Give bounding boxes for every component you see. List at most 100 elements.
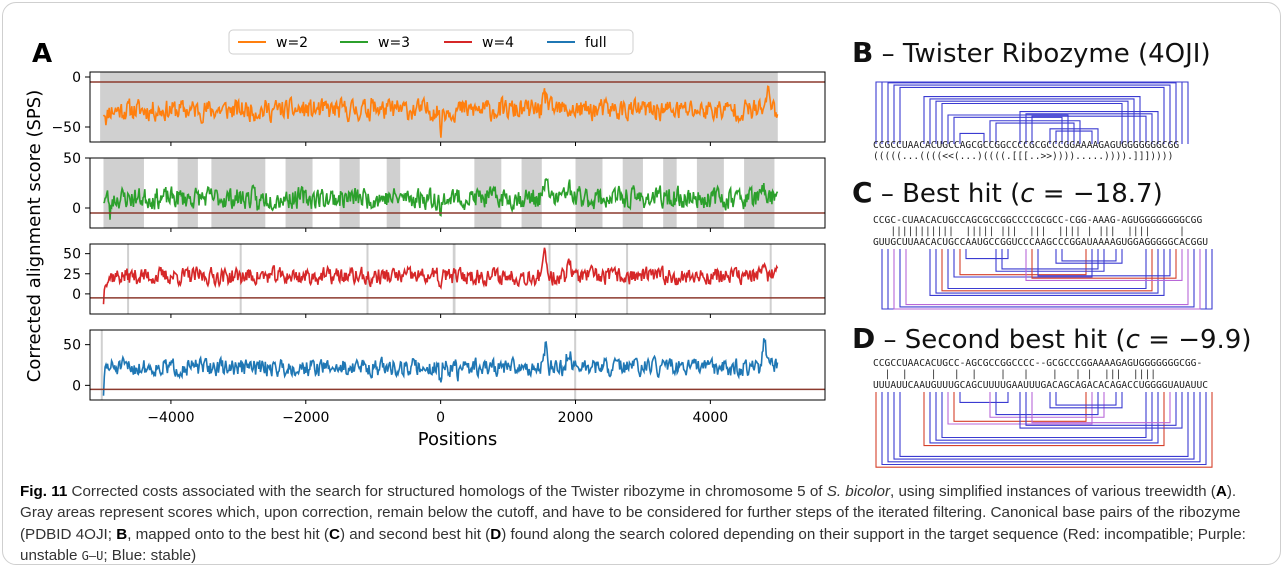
base-pair-arc	[1037, 249, 1171, 277]
base-pair-arc	[989, 120, 1081, 144]
base-pair-arc	[893, 392, 1195, 460]
base-pair-arc	[881, 249, 1213, 310]
base-pair-arc	[1055, 130, 1093, 144]
subplot-frame	[89, 157, 826, 229]
base-pair-arc	[1025, 249, 1183, 281]
base-pair-arc	[935, 100, 1129, 144]
base-pair-arc	[941, 392, 1147, 439]
subplot-frame	[89, 243, 826, 315]
base-pair-arc	[893, 84, 1171, 144]
panel-a-label: A	[32, 39, 52, 69]
y-axis-label: Corrected alignment score (SPS)	[24, 90, 45, 382]
panel-b-sequence: CCGCCUAACACUGCCAGCGCCGGCCCCGCGCCCGGAAAAG…	[873, 140, 1180, 151]
base-pair-arc	[1061, 249, 1117, 262]
base-pair-arc	[1055, 249, 1123, 264]
panel-d-arcs	[875, 392, 1213, 468]
base-pair-arc	[1049, 128, 1099, 144]
subplot-frame	[89, 329, 826, 401]
base-pair-arc	[965, 249, 1009, 260]
panel-b-arcs	[875, 81, 1189, 144]
panel-d-title: D – Second best hit (c = −9.9)	[852, 322, 1252, 355]
base-pair-arc	[923, 96, 1141, 144]
base-pair-arc	[995, 122, 1075, 144]
base-pair-arc	[1031, 115, 1147, 144]
legend-label-w2: w=2	[276, 35, 308, 51]
base-pair-arc	[1025, 113, 1153, 144]
y-tick-label: 50	[63, 151, 81, 167]
series-line-w4	[102, 247, 779, 305]
base-pair-arc	[1025, 392, 1177, 426]
y-tick-label: 0	[72, 287, 81, 303]
series-line-w2	[102, 85, 779, 138]
panel-c-match: ||||||||||| ||||| ||| ||| |||| | ||| |||…	[873, 226, 1197, 237]
panel-d-match: | | | | | | | | | | ||| ||||	[873, 369, 1191, 380]
base-pair-arc	[881, 81, 1183, 144]
panel-b-title: B – Twister Ribozyme (4OJI)	[852, 36, 1211, 69]
base-pair-arc	[935, 249, 1159, 294]
base-pair-arc	[875, 392, 1213, 468]
legend: w=2 w=3 w=4 full	[228, 29, 634, 55]
y-tick-label: 0	[72, 70, 81, 86]
base-pair-arc	[887, 82, 1177, 144]
legend-label-w4: w=4	[482, 35, 514, 51]
x-tick-label: −4000	[147, 410, 194, 426]
y-tick-label: 0	[72, 378, 81, 394]
gray-region	[521, 158, 542, 228]
gray-region	[100, 330, 103, 400]
gray-region	[211, 158, 266, 228]
base-pair-arc	[935, 392, 1153, 441]
subplot-w2: 0 −50	[51, 70, 826, 146]
y-tick-label: 50	[63, 338, 81, 354]
y-tick-label: 25	[63, 267, 81, 283]
base-pair-arc	[1031, 249, 1177, 279]
base-pair-arc	[929, 98, 1135, 144]
y-tick-label: 0	[72, 201, 81, 217]
legend-box	[228, 29, 634, 55]
x-tick-label: 2000	[558, 410, 594, 426]
panel-a-chart: 0 −50 50 0 50 25 0 50 0 −4000 −2000 0 2000 4000 Positi…	[24, 29, 826, 450]
base-pair-arc	[1019, 392, 1183, 429]
gray-region	[177, 158, 198, 228]
subplot-w4: 50 25 0	[63, 243, 826, 318]
base-pair-arc	[905, 249, 1189, 306]
x-tick-label: −2000	[282, 410, 329, 426]
base-pair-arc	[923, 392, 1165, 447]
panel-c-title: C – Best hit (c = −18.7)	[852, 176, 1163, 209]
panel-c-arcs	[881, 249, 1213, 310]
base-pair-arc	[947, 249, 1147, 290]
legend-label-w3: w=3	[378, 35, 410, 51]
figure-caption: Fig. 11 Corrected costs associated with …	[20, 483, 1246, 564]
gray-region	[452, 244, 456, 314]
x-tick-label: 0	[436, 410, 445, 426]
series-line-w3	[103, 177, 779, 220]
base-pair-arc	[899, 392, 1189, 457]
panel-d-query: CCGCCUAACACUGCC-AGCGCCGGCCCC--GCGCCCGGAA…	[873, 358, 1203, 369]
series-line-full	[102, 338, 779, 396]
base-pair-arc	[929, 249, 1165, 296]
base-pair-arc	[881, 392, 1207, 466]
base-pair-arc	[941, 249, 1153, 292]
x-axis-label: Positions	[418, 429, 497, 450]
gray-region	[626, 244, 629, 314]
x-tick-label: 4000	[693, 410, 729, 426]
base-pair-arc	[899, 249, 1195, 308]
subplot-full: 50 0	[63, 329, 826, 404]
base-pair-arc	[959, 132, 985, 144]
base-pair-arc	[995, 249, 1105, 272]
panel-b-structure: (((((...((((<<(...)((((.[[[..>>)))).....…	[873, 151, 1174, 162]
base-pair-arc	[995, 392, 1099, 416]
y-tick-label: 50	[63, 247, 81, 263]
base-pair-arc	[893, 249, 1201, 310]
base-pair-arc	[1001, 249, 1099, 270]
base-pair-arc	[959, 249, 1087, 276]
subplot-frame	[89, 71, 826, 143]
base-pair-arc	[1031, 392, 1171, 424]
gray-region	[696, 158, 724, 228]
subplot-w3: 50 0	[63, 151, 826, 232]
base-pair-arc	[929, 392, 1159, 444]
base-pair-arc	[1055, 392, 1117, 406]
gray-region	[622, 158, 643, 228]
panel-c-query: CCGC-CUAACACUGCCAGCGCCGGCCCCGCGCC-CGG-AA…	[873, 215, 1203, 226]
base-pair-arc	[899, 86, 1165, 144]
